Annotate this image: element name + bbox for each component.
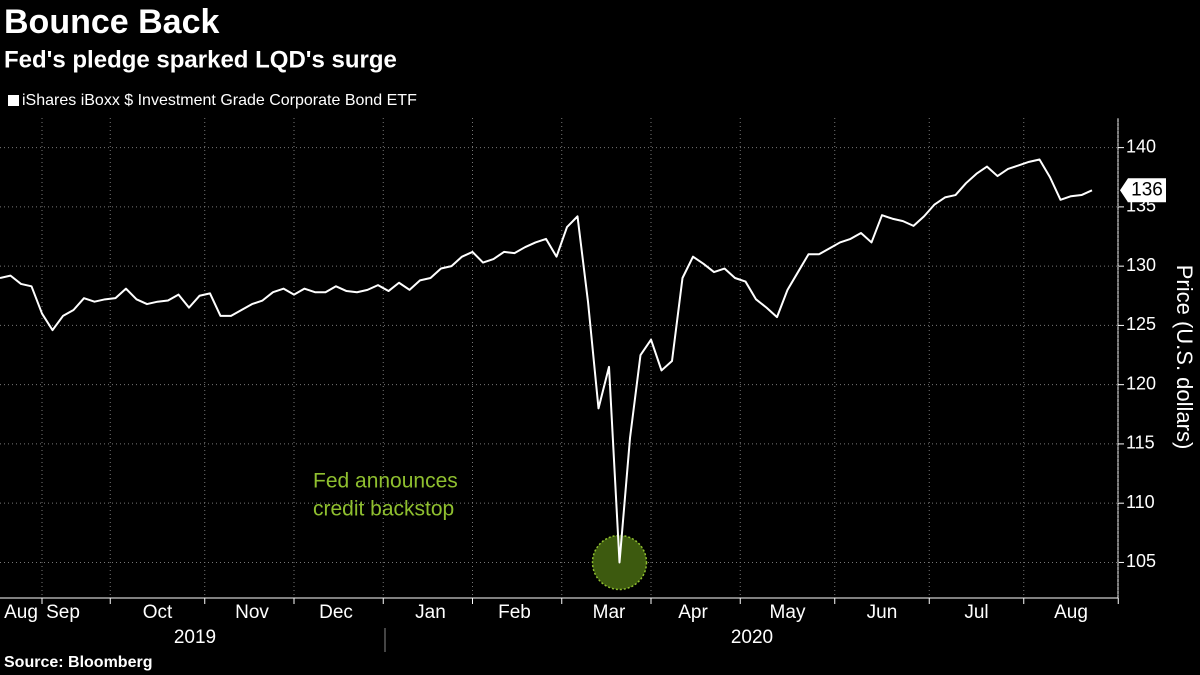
y-tick-label: 105 [1126, 551, 1156, 571]
source: Source: Bloomberg [4, 654, 152, 671]
x-tick-label: Mar [593, 602, 626, 623]
x-tick-label: Aug [1054, 602, 1088, 623]
annotation-text: credit backstop [313, 498, 454, 521]
y-tick-label: 110 [1126, 492, 1155, 512]
y-tick-label: 120 [1126, 373, 1156, 393]
year-label: 2020 [731, 627, 773, 648]
last-value-tag [1120, 178, 1166, 203]
year-label: 2019 [174, 627, 216, 648]
y-tick-label: 115 [1126, 433, 1155, 453]
chart-subtitle: Fed's pledge sparked LQD's surge [4, 46, 397, 73]
x-tick-label: May [770, 602, 806, 623]
y-tick-label: 140 [1126, 136, 1156, 156]
x-tick-label: Dec [319, 602, 353, 623]
last-value-label: 136 [1131, 179, 1163, 200]
x-tick-label: Feb [498, 602, 531, 623]
y-tick-label: 125 [1126, 314, 1156, 334]
x-tick-label: Apr [678, 602, 708, 623]
x-tick-label: Aug [4, 602, 38, 623]
x-tick-label: Jun [867, 602, 898, 623]
x-tick-label: Sep [46, 602, 80, 623]
y-axis-label: Price (U.S. dollars) [1172, 265, 1197, 450]
x-tick-label: Oct [143, 602, 173, 623]
chart-title: Bounce Back [4, 3, 219, 41]
legend-swatch [8, 95, 19, 106]
x-tick-label: Jul [964, 602, 988, 623]
x-tick-label: Jan [415, 602, 446, 623]
legend-label: iShares iBoxx $ Investment Grade Corpora… [22, 92, 417, 109]
y-tick-label: 130 [1126, 255, 1156, 275]
annotation-text: Fed announces [313, 470, 458, 493]
line [0, 158, 1093, 564]
x-tick-label: Nov [235, 602, 269, 623]
